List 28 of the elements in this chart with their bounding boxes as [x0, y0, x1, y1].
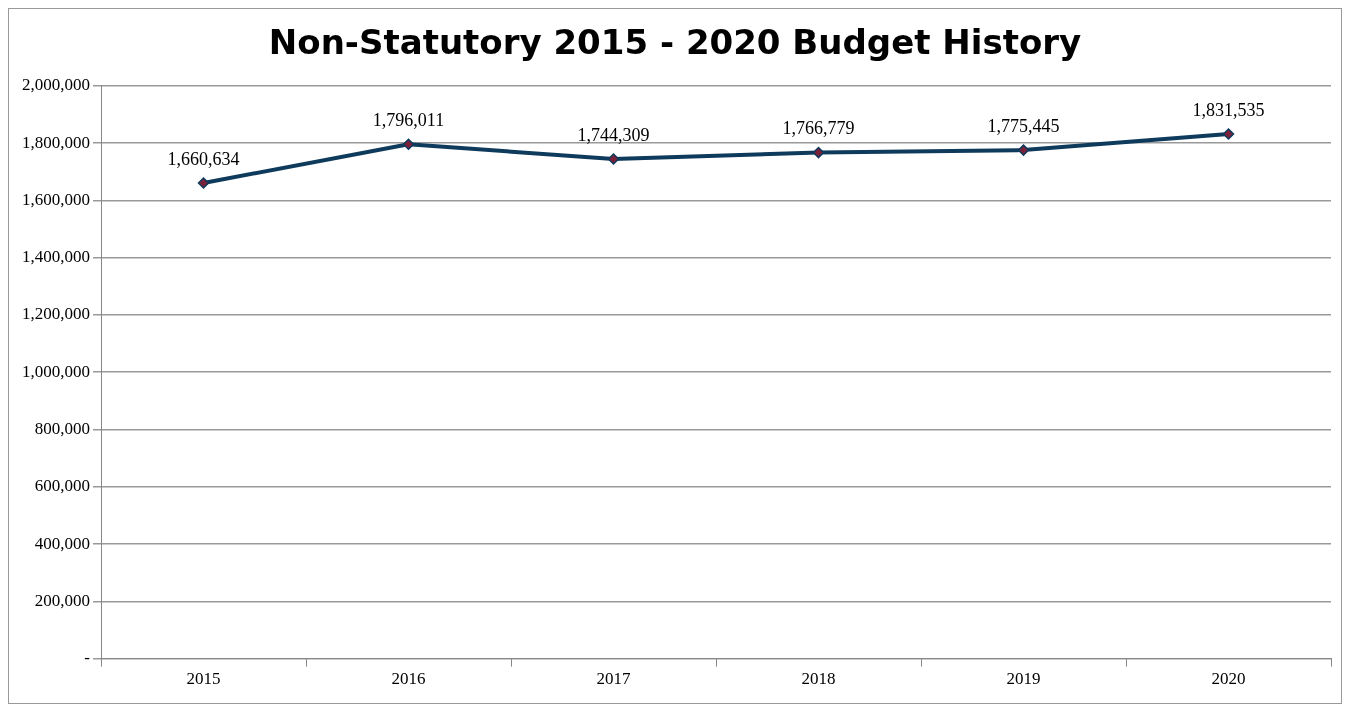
y-tick-label: 400,000 [34, 533, 90, 553]
y-tick-label: 2,000,000 [22, 75, 90, 95]
x-tick-label: 2019 [1006, 669, 1041, 689]
x-tick-label: 2015 [186, 669, 221, 689]
y-tick-label: 200,000 [34, 590, 90, 610]
data-label: 1,660,634 [167, 148, 240, 169]
chart-title: Non-Statutory 2015 - 2020 Budget History [268, 22, 1082, 63]
x-tick-label: 2020 [1211, 669, 1246, 689]
y-tick-label: 800,000 [34, 418, 90, 438]
x-tick-label: 2017 [596, 669, 631, 689]
point [1017, 144, 1030, 156]
data-label: 1,766,779 [782, 118, 855, 139]
data-label: 1,796,011 [372, 109, 445, 130]
point [1222, 128, 1235, 140]
x-tick-label: 2018 [801, 669, 836, 689]
y-tick-label: 1,400,000 [22, 247, 90, 267]
x-tick-label: 2016 [391, 669, 426, 689]
point [607, 153, 620, 165]
y-tick-label: 1,600,000 [22, 189, 90, 209]
data-label: 1,775,445 [987, 115, 1060, 136]
y-tick-label: 1,200,000 [22, 304, 90, 324]
data-label: 1,744,309 [577, 124, 650, 145]
point [197, 177, 210, 189]
y-tick-label: 1,000,000 [22, 361, 90, 381]
data-label: 1,831,535 [1192, 99, 1265, 120]
y-tick-label: 600,000 [34, 476, 90, 496]
y-tick-label: 1,800,000 [22, 132, 90, 152]
y-tick-label: - [84, 648, 91, 668]
